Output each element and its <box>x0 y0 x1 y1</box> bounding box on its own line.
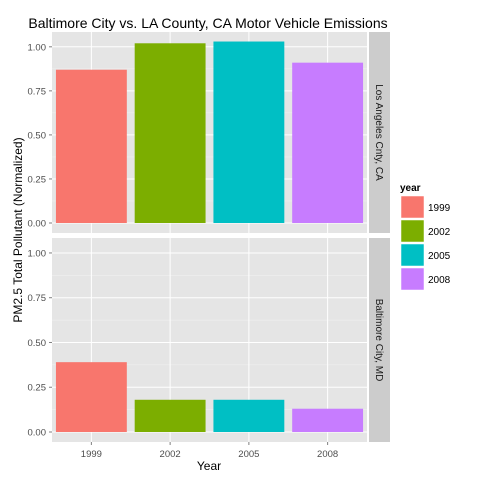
x-axis-label: Year <box>197 459 221 473</box>
facet-strip-label: Baltimore City, MD <box>373 299 384 382</box>
legend-title: year <box>400 183 421 194</box>
facet-strip <box>369 238 390 442</box>
bar <box>213 41 285 224</box>
x-tick-label: 2008 <box>317 449 338 460</box>
facet-panels: 0.00 0.25 0.50 0.75 1.00 Los Angeles Cnty, CA… <box>28 32 390 442</box>
legend: year 1999 2002 2005 2008 <box>400 183 451 291</box>
legend-label: 2005 <box>428 251 451 262</box>
x-tick-label: 1999 <box>81 449 102 460</box>
y-tick-label: 1.00 <box>28 248 47 259</box>
bar <box>292 408 364 432</box>
legend-swatch <box>400 219 425 243</box>
legend-label: 1999 <box>428 203 451 214</box>
y-tick-label: 0.00 <box>28 428 47 439</box>
y-tick-label: 0.00 <box>28 219 47 230</box>
bar <box>292 62 364 223</box>
legend-label: 2002 <box>428 227 451 238</box>
bar <box>55 69 127 223</box>
bar <box>134 43 206 224</box>
bar <box>55 362 127 432</box>
y-tick-label: 0.25 <box>28 174 47 185</box>
legend-swatch <box>400 267 425 291</box>
y-tick-label: 1.00 <box>28 42 47 53</box>
facet-strip-label: Los Angeles Cnty, CA <box>373 84 384 181</box>
facet-strip <box>369 32 390 233</box>
x-axis: 1999 2002 2005 2008 <box>81 442 338 460</box>
x-tick-label: 2005 <box>238 449 259 460</box>
y-axis-label: PM2.5 Total Pollutant (Normalized) <box>11 137 25 322</box>
y-tick-label: 0.50 <box>28 130 47 141</box>
y-tick-label: 0.75 <box>28 86 47 97</box>
y-tick-label: 0.25 <box>28 383 47 394</box>
chart-title: Baltimore City vs. LA County, CA Motor V… <box>28 15 387 31</box>
y-tick-label: 0.75 <box>28 293 47 304</box>
bar <box>134 399 206 432</box>
legend-label: 2008 <box>428 275 451 286</box>
legend-swatch <box>400 243 425 267</box>
y-tick-label: 0.50 <box>28 338 47 349</box>
legend-swatch <box>400 195 425 219</box>
bar <box>213 399 285 432</box>
x-tick-label: 2002 <box>160 449 181 460</box>
